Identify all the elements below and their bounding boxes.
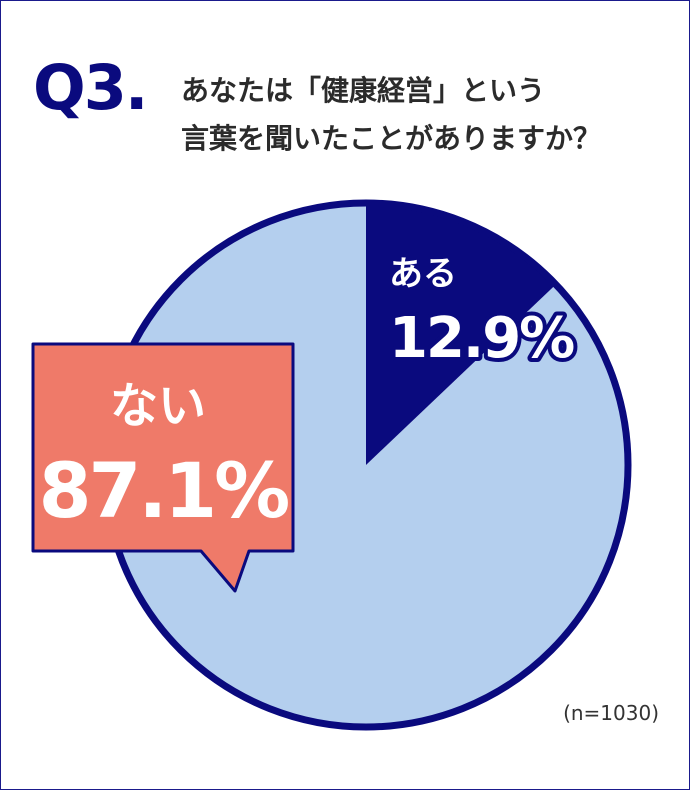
question-line-2: 言葉を聞いたことがありますか？ bbox=[181, 122, 602, 155]
callout-box bbox=[31, 342, 295, 593]
question-line-1: あなたは「健康経営」という bbox=[181, 74, 546, 107]
sample-size-note: (n=1030) bbox=[563, 701, 659, 725]
pie-slices bbox=[100, 199, 632, 731]
slice-value-nai: 87.1% bbox=[39, 446, 289, 535]
label-aru: ある 12.9% bbox=[385, 254, 580, 375]
slice-label-nai: ない bbox=[110, 378, 206, 434]
slice-value-aru: 12.9% bbox=[389, 306, 574, 371]
question-text: あなたは「健康経営」という 言葉を聞いたことがありますか？ bbox=[181, 67, 601, 163]
pie-slice-aru bbox=[366, 203, 556, 465]
question-number: Q3. bbox=[33, 51, 148, 124]
callout-nai: ない 87.1% bbox=[31, 342, 295, 593]
slice-label-aru: ある bbox=[389, 254, 457, 294]
